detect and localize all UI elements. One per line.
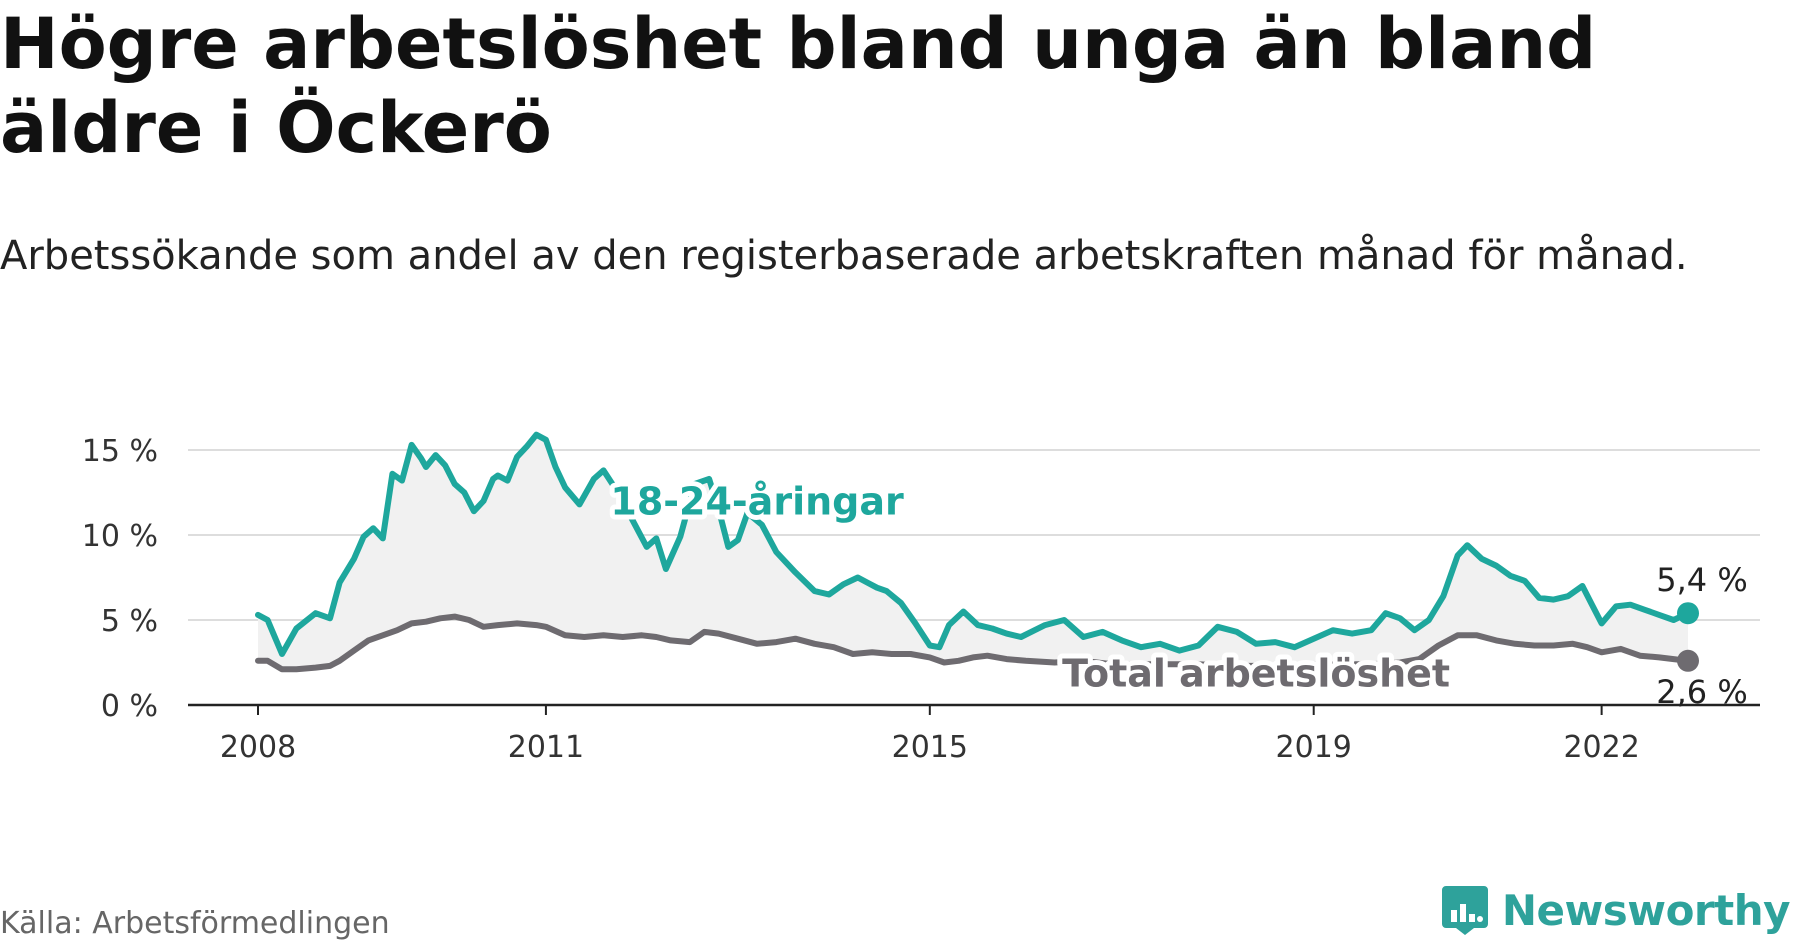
x-tick-label: 2022 <box>1563 730 1639 765</box>
series-label-total: Total arbetslöshet <box>1062 651 1450 695</box>
newsworthy-logo-icon <box>1441 886 1488 935</box>
y-tick-label: 15 % <box>82 434 158 469</box>
series-line-youth <box>255 431 1691 657</box>
y-tick-label: 0 % <box>101 689 158 724</box>
x-tick-label: 2015 <box>892 730 968 765</box>
y-tick-label: 5 % <box>101 604 158 639</box>
y-tick-label: 10 % <box>82 519 158 554</box>
x-tick-label: 2019 <box>1276 730 1352 765</box>
x-tick-label: 2008 <box>220 730 296 765</box>
series-lines <box>255 431 1699 673</box>
axes: 0 % 5 % 10 % 15 % 2008 2011 2015 2019 2022 <box>82 434 1760 765</box>
series-end-marker-total <box>1677 649 1699 672</box>
series-end-marker-youth <box>1677 602 1699 625</box>
series-label-youth: 18-24-åringar <box>610 480 904 524</box>
brand-logo[interactable]: Newsworthy <box>1440 884 1791 936</box>
brand-name: Newsworthy <box>1501 885 1791 935</box>
end-value-youth: 5,4 % <box>1656 561 1747 599</box>
chart-subtitle: Arbetssökande som andel av den registerb… <box>0 233 1688 279</box>
series-line-total <box>255 613 1691 673</box>
x-tick-label: 2011 <box>508 730 584 765</box>
chart-title: Högre arbetslöshet bland unga än bland ä… <box>0 3 1597 169</box>
source-note: Källa: Arbetsförmedlingen <box>0 906 390 941</box>
